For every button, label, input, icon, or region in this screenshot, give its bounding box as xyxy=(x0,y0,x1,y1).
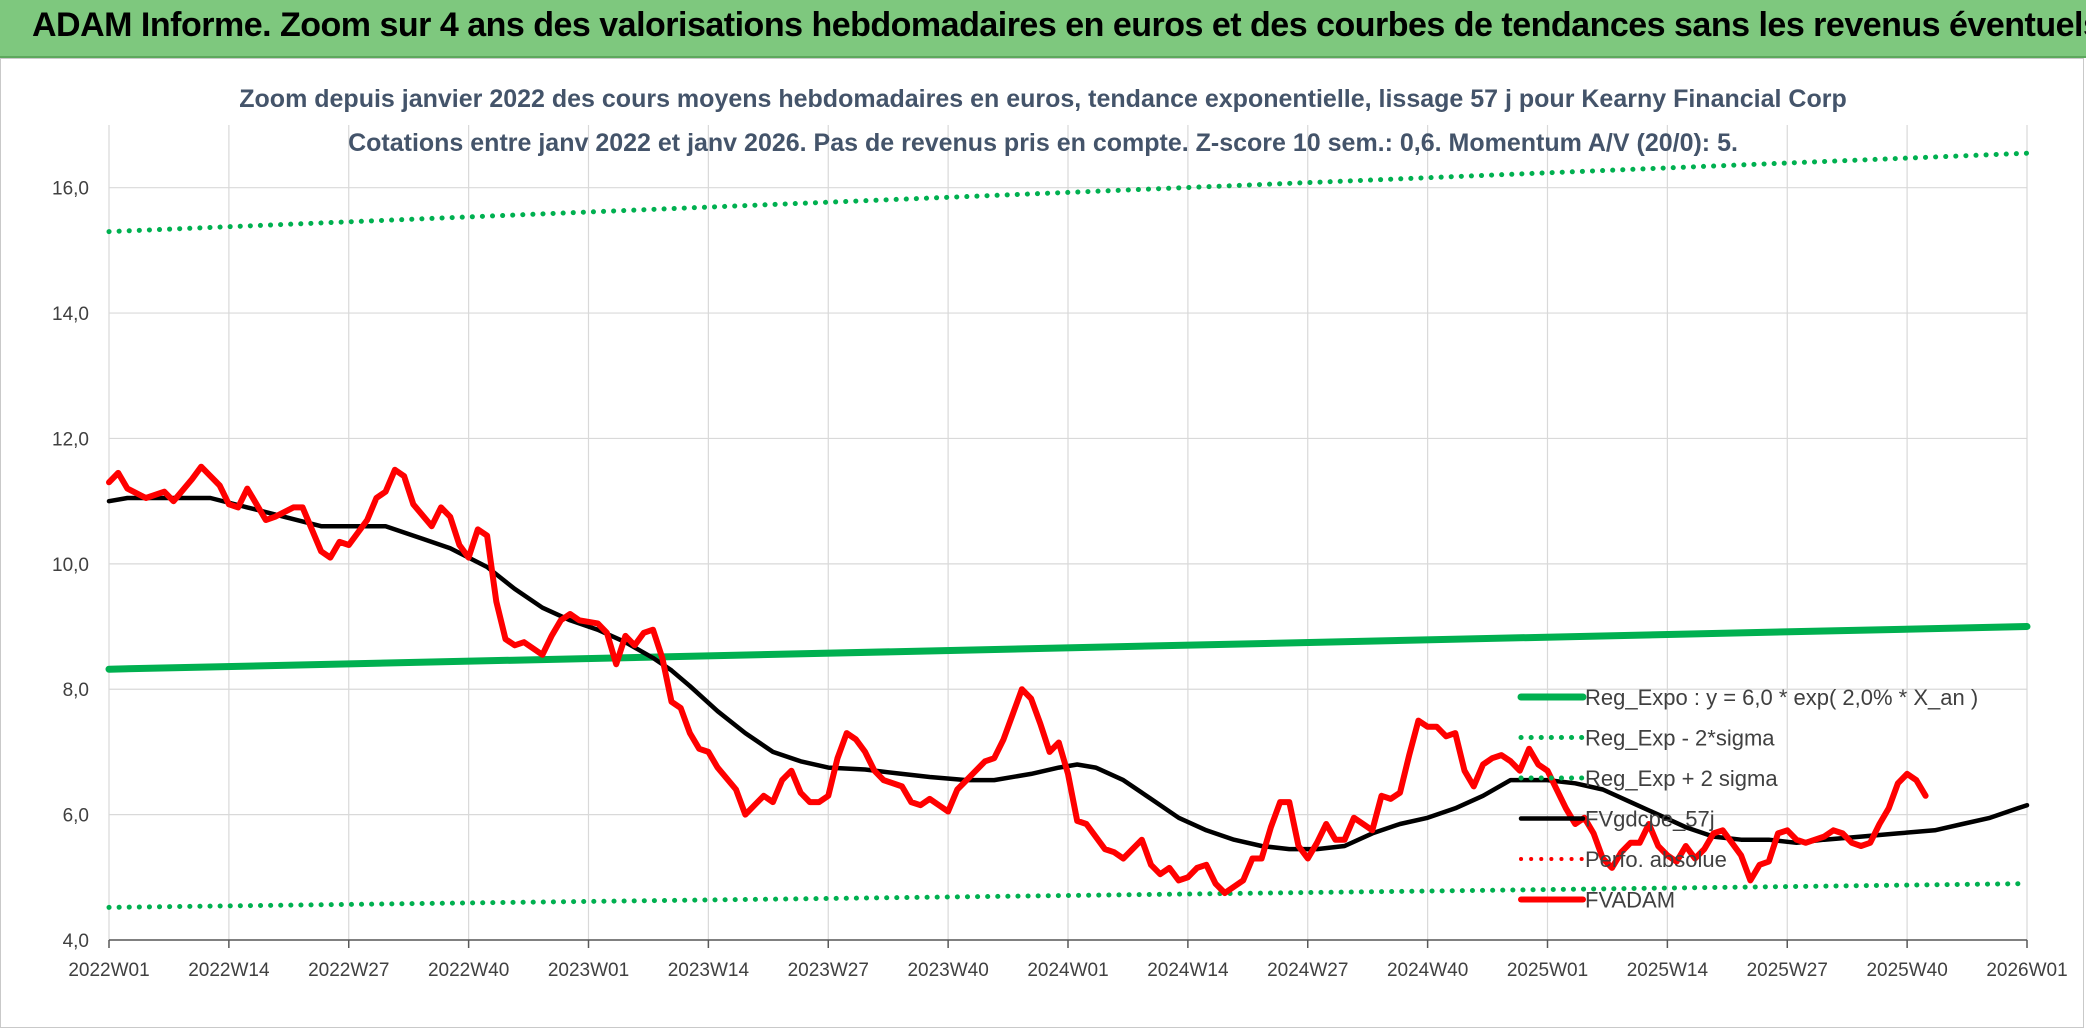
legend-label-3: FVgdcpe_57j xyxy=(1585,807,1715,832)
y-tick-label-5: 14,0 xyxy=(52,304,89,325)
y-tick-label-4: 12,0 xyxy=(52,429,89,450)
series-line-2 xyxy=(106,150,2030,235)
x-tick-label-9: 2024W14 xyxy=(1147,960,1229,981)
legend-label-2: Reg_Exp + 2 sigma xyxy=(1585,766,1778,791)
series-line-0 xyxy=(105,623,2031,673)
chart-grid xyxy=(108,125,2028,941)
x-tick-label-5: 2023W14 xyxy=(668,960,750,981)
chart-subtitle: Cotations entre janv 2022 et janv 2026. … xyxy=(348,129,1738,157)
y-tick-label-6: 16,0 xyxy=(52,179,89,200)
legend: Reg_Expo : y = 6,0 * exp( 2,0% * X_an ) R… xyxy=(1517,685,1978,913)
legend-label-0: Reg_Expo : y = 6,0 * exp( 2,0% * X_an ) xyxy=(1585,685,1978,710)
x-tick-label-1: 2022W14 xyxy=(188,960,270,981)
x-tick-label-2: 2022W27 xyxy=(308,960,389,981)
legend-label-1: Reg_Exp - 2*sigma xyxy=(1585,726,1775,751)
y-tick-label-2: 8,0 xyxy=(63,680,89,701)
chart: Zoom depuis janvier 2022 des cours moyen… xyxy=(52,85,2068,981)
chart-frame: Zoom depuis janvier 2022 des cours moyen… xyxy=(0,58,2084,1028)
x-tick-label-7: 2023W40 xyxy=(907,960,988,981)
x-tick-label-13: 2025W14 xyxy=(1627,960,1709,981)
y-tick-label-1: 6,0 xyxy=(63,806,89,827)
x-tick-label-0: 2022W01 xyxy=(68,960,149,981)
y-axis: 4,0 6,0 8,0 10,0 12,0 14,0 16,0 xyxy=(52,179,89,952)
x-tick-label-15: 2025W40 xyxy=(1866,960,1947,981)
x-tick-label-14: 2025W27 xyxy=(1747,960,1828,981)
x-tick-label-8: 2024W01 xyxy=(1027,960,1108,981)
series-line-1 xyxy=(106,881,2030,910)
x-tick-label-12: 2025W01 xyxy=(1507,960,1588,981)
x-tick-label-11: 2024W40 xyxy=(1387,960,1468,981)
x-tick-label-3: 2022W40 xyxy=(428,960,509,981)
y-tick-label-0: 4,0 xyxy=(63,931,89,952)
legend-label-5: FVADAM xyxy=(1585,888,1675,913)
x-tick-label-10: 2024W27 xyxy=(1267,960,1348,981)
x-tick-label-16: 2026W01 xyxy=(1986,960,2067,981)
x-tick-label-4: 2023W01 xyxy=(548,960,629,981)
page-title: ADAM Informe. Zoom sur 4 ans des valoris… xyxy=(32,6,2086,44)
y-tick-label-3: 10,0 xyxy=(52,555,89,576)
banner: ADAM Informe. Zoom sur 4 ans des valoris… xyxy=(0,0,2086,58)
series-layer xyxy=(105,150,2031,910)
series-line-5 xyxy=(106,463,1929,896)
chart-title: Zoom depuis janvier 2022 des cours moyen… xyxy=(239,85,1846,113)
legend-label-4: Perfo. absolue xyxy=(1585,847,1727,872)
x-tick-label-6: 2023W27 xyxy=(788,960,869,981)
x-axis: 2022W01 2022W14 2022W27 2022W40 2023W01 2023W… xyxy=(68,939,2068,981)
